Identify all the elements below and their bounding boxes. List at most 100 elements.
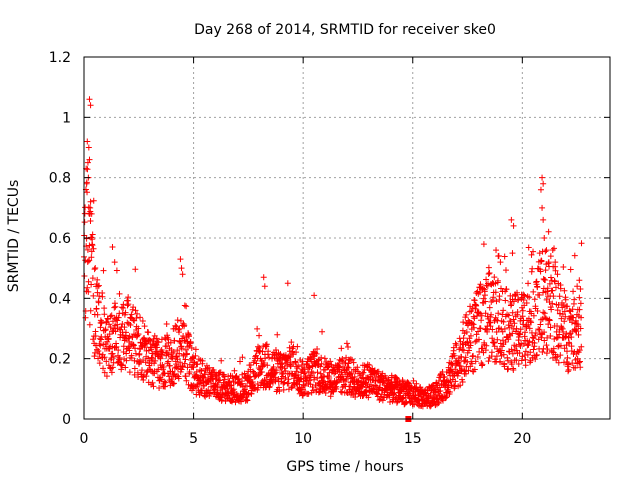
data-point <box>575 331 582 338</box>
data-point <box>446 388 453 395</box>
data-point <box>504 354 511 361</box>
data-point <box>87 198 94 205</box>
data-point <box>100 365 107 372</box>
y-tick-label: 0 <box>62 412 71 428</box>
data-point <box>137 314 144 321</box>
data-point <box>327 358 334 365</box>
data-point <box>391 390 398 397</box>
data-point <box>577 364 584 371</box>
data-point <box>493 328 500 335</box>
data-point <box>377 384 384 391</box>
data-point <box>311 292 318 299</box>
data-point <box>100 267 107 274</box>
data-point <box>184 350 191 357</box>
data-point <box>136 359 143 366</box>
data-point <box>483 276 490 283</box>
data-point <box>472 358 479 365</box>
data-point <box>108 312 115 319</box>
data-point <box>101 305 108 312</box>
data-point <box>268 376 275 383</box>
data-point <box>95 299 102 306</box>
data-point <box>562 296 569 303</box>
data-point <box>127 321 134 328</box>
data-point <box>491 339 498 346</box>
data-point <box>543 315 550 322</box>
data-point <box>237 358 244 365</box>
data-point <box>121 324 128 331</box>
data-point <box>510 316 517 323</box>
data-point <box>574 283 581 290</box>
data-point <box>531 296 538 303</box>
data-point <box>122 309 129 316</box>
data-point <box>508 361 515 368</box>
data-point <box>546 280 553 287</box>
data-point <box>326 369 333 376</box>
data-point <box>551 245 558 252</box>
data-point <box>440 397 447 404</box>
data-point <box>95 282 102 289</box>
data-point <box>90 336 97 343</box>
data-point <box>359 383 366 390</box>
data-point <box>505 336 512 343</box>
data-point <box>529 265 536 272</box>
data-point <box>554 353 561 360</box>
data-point <box>88 281 95 288</box>
data-point <box>487 319 494 326</box>
data-point <box>475 336 482 343</box>
data-point <box>550 293 557 300</box>
data-point <box>509 309 516 316</box>
data-point <box>86 96 93 103</box>
data-point <box>549 287 556 294</box>
data-point <box>505 312 512 319</box>
data-point <box>254 325 261 332</box>
data-point <box>116 354 123 361</box>
data-point <box>129 341 136 348</box>
data-point <box>531 340 538 347</box>
data-point <box>158 376 165 383</box>
chart-title: Day 268 of 2014, SRMTID for receiver ske… <box>194 22 496 38</box>
data-point <box>239 354 246 361</box>
data-point <box>510 366 517 373</box>
data-point <box>561 318 568 325</box>
data-point <box>508 346 515 353</box>
data-point <box>84 159 91 166</box>
data-point <box>554 271 561 278</box>
data-point <box>345 364 352 371</box>
data-point <box>265 348 272 355</box>
data-point <box>95 347 102 354</box>
data-point <box>89 231 96 238</box>
data-point <box>527 318 534 325</box>
data-point <box>201 371 208 378</box>
data-point <box>139 317 146 324</box>
data-point <box>179 271 186 278</box>
data-point <box>181 360 188 367</box>
data-point <box>562 334 569 341</box>
data-point <box>157 355 164 362</box>
data-point <box>560 329 567 336</box>
y-tick-label: 0.4 <box>49 291 71 307</box>
data-point <box>181 337 188 344</box>
data-point <box>465 317 472 324</box>
data-point <box>181 322 188 329</box>
data-point <box>273 367 280 374</box>
data-point <box>449 353 456 360</box>
data-point <box>555 359 562 366</box>
data-point <box>558 315 565 322</box>
data-point <box>571 252 578 259</box>
data-point <box>322 390 329 397</box>
data-point <box>534 308 541 315</box>
data-point <box>540 180 547 187</box>
data-point <box>489 335 496 342</box>
data-point <box>540 216 547 223</box>
data-point <box>85 204 92 211</box>
data-point <box>278 361 285 368</box>
data-point <box>339 371 346 378</box>
data-point <box>154 338 161 345</box>
data-point <box>134 310 141 317</box>
data-point <box>96 360 103 367</box>
data-point <box>309 384 316 391</box>
data-point <box>479 345 486 352</box>
data-point <box>470 352 477 359</box>
data-point <box>319 328 326 335</box>
data-point <box>281 379 288 386</box>
